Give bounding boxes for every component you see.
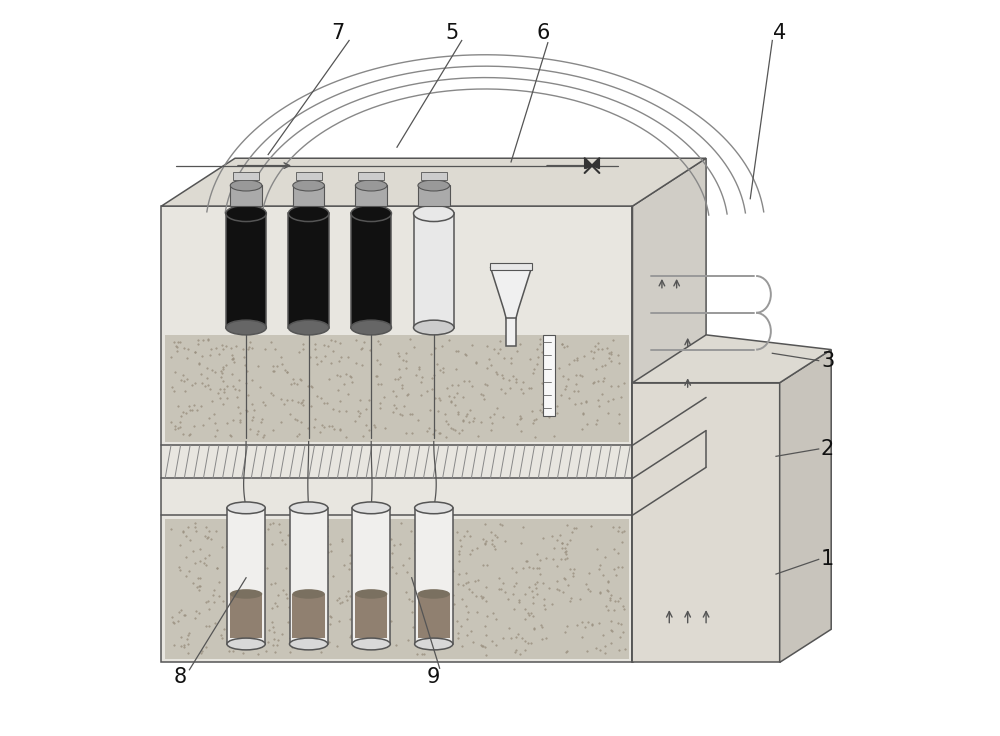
Text: 4: 4	[773, 23, 786, 43]
Ellipse shape	[355, 589, 387, 599]
Bar	[227, 508, 265, 644]
Bar	[293, 185, 324, 206]
Polygon shape	[592, 158, 599, 169]
Bar	[230, 594, 262, 638]
Bar	[632, 383, 780, 662]
Bar	[352, 508, 390, 644]
Ellipse shape	[355, 180, 387, 191]
Text: 6: 6	[536, 23, 549, 43]
Ellipse shape	[227, 638, 265, 650]
Polygon shape	[161, 158, 706, 206]
Text: 7: 7	[331, 23, 345, 43]
Bar	[226, 213, 266, 328]
Bar	[165, 335, 629, 442]
Ellipse shape	[352, 502, 390, 514]
Ellipse shape	[226, 205, 266, 222]
Bar	[543, 335, 555, 416]
Text: 2: 2	[821, 439, 834, 459]
Bar	[415, 508, 453, 644]
Bar	[506, 318, 516, 346]
Bar	[290, 508, 328, 644]
Bar	[418, 594, 450, 638]
Polygon shape	[490, 267, 532, 320]
Bar	[292, 594, 325, 638]
Polygon shape	[780, 350, 831, 662]
Polygon shape	[632, 158, 706, 662]
Text: 8: 8	[173, 667, 186, 687]
Polygon shape	[632, 335, 831, 383]
Polygon shape	[585, 158, 592, 169]
Circle shape	[699, 570, 736, 607]
Bar	[351, 213, 391, 328]
Bar	[233, 172, 259, 180]
Bar	[296, 172, 322, 180]
Bar	[490, 263, 532, 270]
Bar	[161, 206, 632, 662]
Bar	[288, 213, 329, 328]
Ellipse shape	[415, 502, 453, 514]
Ellipse shape	[293, 180, 324, 191]
Ellipse shape	[288, 320, 329, 335]
Bar	[355, 594, 387, 638]
Ellipse shape	[415, 638, 453, 650]
Ellipse shape	[288, 205, 329, 222]
Ellipse shape	[230, 589, 262, 599]
Ellipse shape	[230, 180, 262, 191]
Ellipse shape	[414, 205, 454, 222]
Bar	[165, 519, 629, 659]
Bar	[414, 213, 454, 328]
Text: 3: 3	[821, 350, 834, 371]
Bar	[230, 185, 262, 206]
Bar	[358, 172, 384, 180]
Ellipse shape	[290, 638, 328, 650]
Ellipse shape	[418, 180, 450, 191]
Ellipse shape	[227, 502, 265, 514]
Ellipse shape	[418, 589, 450, 599]
Text: 9: 9	[427, 667, 440, 687]
Bar	[418, 185, 450, 206]
Text: 5: 5	[446, 23, 459, 43]
Bar	[421, 172, 447, 180]
Ellipse shape	[414, 320, 454, 335]
Ellipse shape	[292, 589, 325, 599]
Bar	[355, 185, 387, 206]
Ellipse shape	[352, 638, 390, 650]
Ellipse shape	[226, 320, 266, 335]
Ellipse shape	[290, 502, 328, 514]
Text: 1: 1	[821, 549, 834, 570]
Ellipse shape	[351, 205, 391, 222]
Ellipse shape	[351, 320, 391, 335]
